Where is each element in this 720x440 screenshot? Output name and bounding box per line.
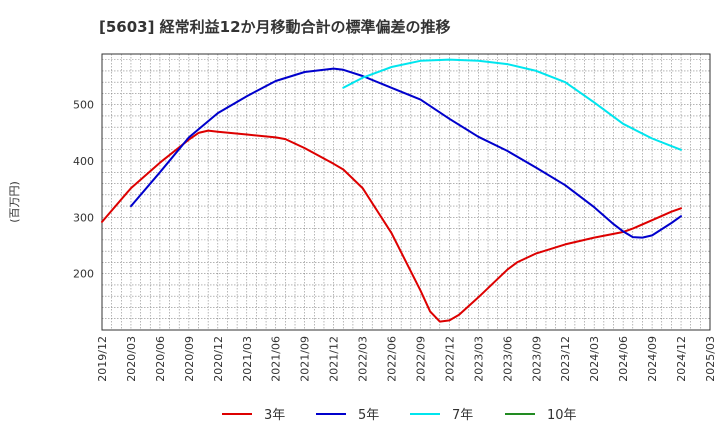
series-line-2 bbox=[342, 58, 682, 151]
x-tick-label: 2020/09 bbox=[183, 336, 196, 382]
x-tick-label: 2023/03 bbox=[472, 336, 485, 382]
x-tick-label: 2024/06 bbox=[617, 336, 630, 382]
y-tick-label: 200 bbox=[73, 268, 94, 281]
y-axis-label: (百万円) bbox=[8, 181, 21, 223]
x-tick-label: 2019/12 bbox=[96, 336, 109, 382]
x-tick-label: 2020/03 bbox=[125, 336, 138, 382]
x-tick-labels: 2019/12 2020/03 2020/06 2020/09 2020/12 2021/… bbox=[96, 336, 717, 382]
horizontal-gridlines bbox=[102, 59, 710, 320]
x-tick-label: 2021/06 bbox=[270, 336, 283, 382]
x-tick-label: 2023/09 bbox=[530, 336, 543, 382]
series-lines bbox=[101, 58, 682, 323]
x-tick-label: 2024/03 bbox=[588, 336, 601, 382]
x-tick-label: 2022/09 bbox=[414, 336, 427, 382]
x-tick-label: 2024/09 bbox=[646, 336, 659, 382]
x-tick-label: 2022/12 bbox=[443, 336, 456, 382]
x-tick-label: 2023/12 bbox=[559, 336, 572, 382]
legend-label-2: 7年 bbox=[452, 408, 473, 423]
x-tick-label: 2025/03 bbox=[704, 336, 717, 382]
y-tick-label: 300 bbox=[73, 211, 94, 224]
vertical-gridlines bbox=[111, 54, 701, 330]
plot-area bbox=[101, 53, 711, 331]
x-tick-label: 2021/09 bbox=[299, 336, 312, 382]
legend-label-0: 3年 bbox=[264, 408, 285, 423]
legend-label-3: 10年 bbox=[547, 408, 577, 423]
y-tick-label: 400 bbox=[73, 155, 94, 168]
x-tick-label: 2020/06 bbox=[154, 336, 167, 382]
series-line-1 bbox=[130, 67, 682, 239]
x-tick-label: 2021/12 bbox=[328, 336, 341, 382]
y-tick-labels: 200 300 400 500 bbox=[73, 99, 94, 281]
x-tick-label: 2024/12 bbox=[675, 336, 688, 382]
x-tick-label: 2023/06 bbox=[501, 336, 514, 382]
x-tick-label: 2021/03 bbox=[241, 336, 254, 382]
legend-label-1: 5年 bbox=[358, 408, 379, 423]
series-line-0 bbox=[101, 129, 682, 323]
y-tick-label: 500 bbox=[73, 99, 94, 112]
legend: 3年 5年 7年 10年 bbox=[222, 408, 577, 423]
x-tick-label: 2022/03 bbox=[357, 336, 370, 382]
chart-title: [5603] 経常利益12か月移動合計の標準偏差の推移 bbox=[99, 18, 451, 36]
x-tick-label: 2020/12 bbox=[212, 336, 225, 382]
x-tick-label: 2022/06 bbox=[386, 336, 399, 382]
